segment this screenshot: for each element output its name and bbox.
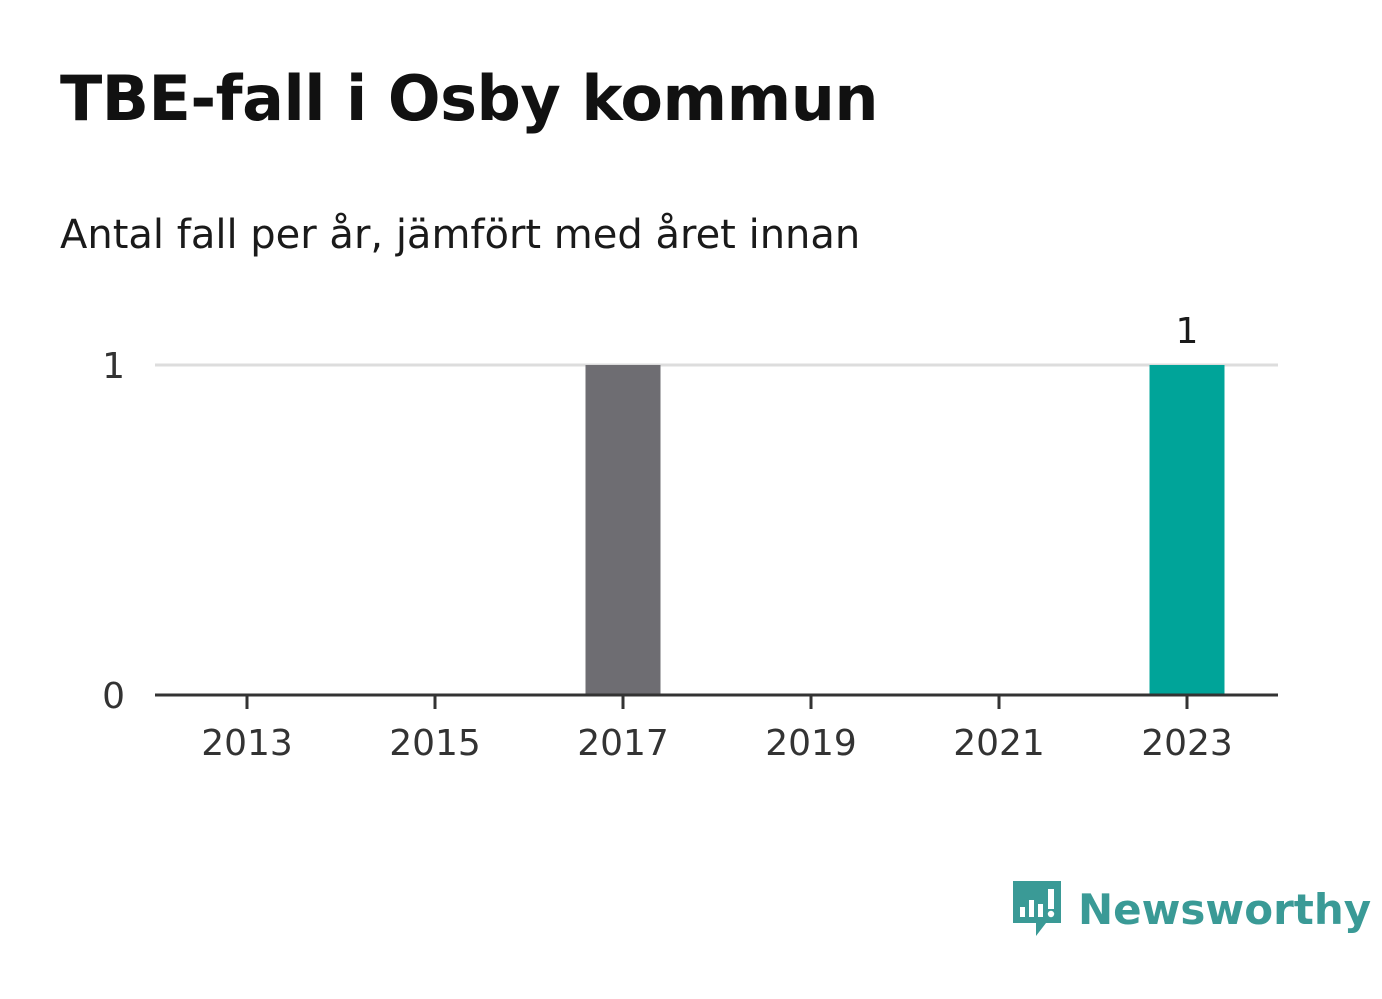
chart-title: TBE-fall i Osby kommun bbox=[60, 62, 879, 135]
x-tick-label-2017: 2017 bbox=[577, 723, 669, 764]
y-tick-label-1: 1 bbox=[102, 346, 125, 387]
bar-2017 bbox=[585, 365, 661, 695]
chart-subtitle: Antal fall per år, jämfört med året inna… bbox=[60, 212, 861, 258]
newsworthy-logo-icon bbox=[1013, 881, 1061, 936]
brand-name: Newsworthy bbox=[1078, 884, 1372, 934]
axes bbox=[155, 693, 1278, 709]
x-tick-label-2023: 2023 bbox=[1141, 723, 1233, 764]
data-label-2023: 1 bbox=[1176, 311, 1199, 352]
bars bbox=[585, 365, 1225, 695]
x-tick-label-2021: 2021 bbox=[953, 723, 1045, 764]
bar-2023 bbox=[1149, 365, 1225, 695]
labels: 0 1 2013 2015 2017 2019 2021 2023 1 bbox=[102, 311, 1233, 764]
x-tick-label-2013: 2013 bbox=[201, 723, 293, 764]
x-tick-label-2015: 2015 bbox=[389, 723, 481, 764]
x-tick-label-2019: 2019 bbox=[765, 723, 857, 764]
y-tick-label-0: 0 bbox=[102, 676, 125, 717]
newsworthy-logo: Newsworthy bbox=[1010, 878, 1371, 940]
